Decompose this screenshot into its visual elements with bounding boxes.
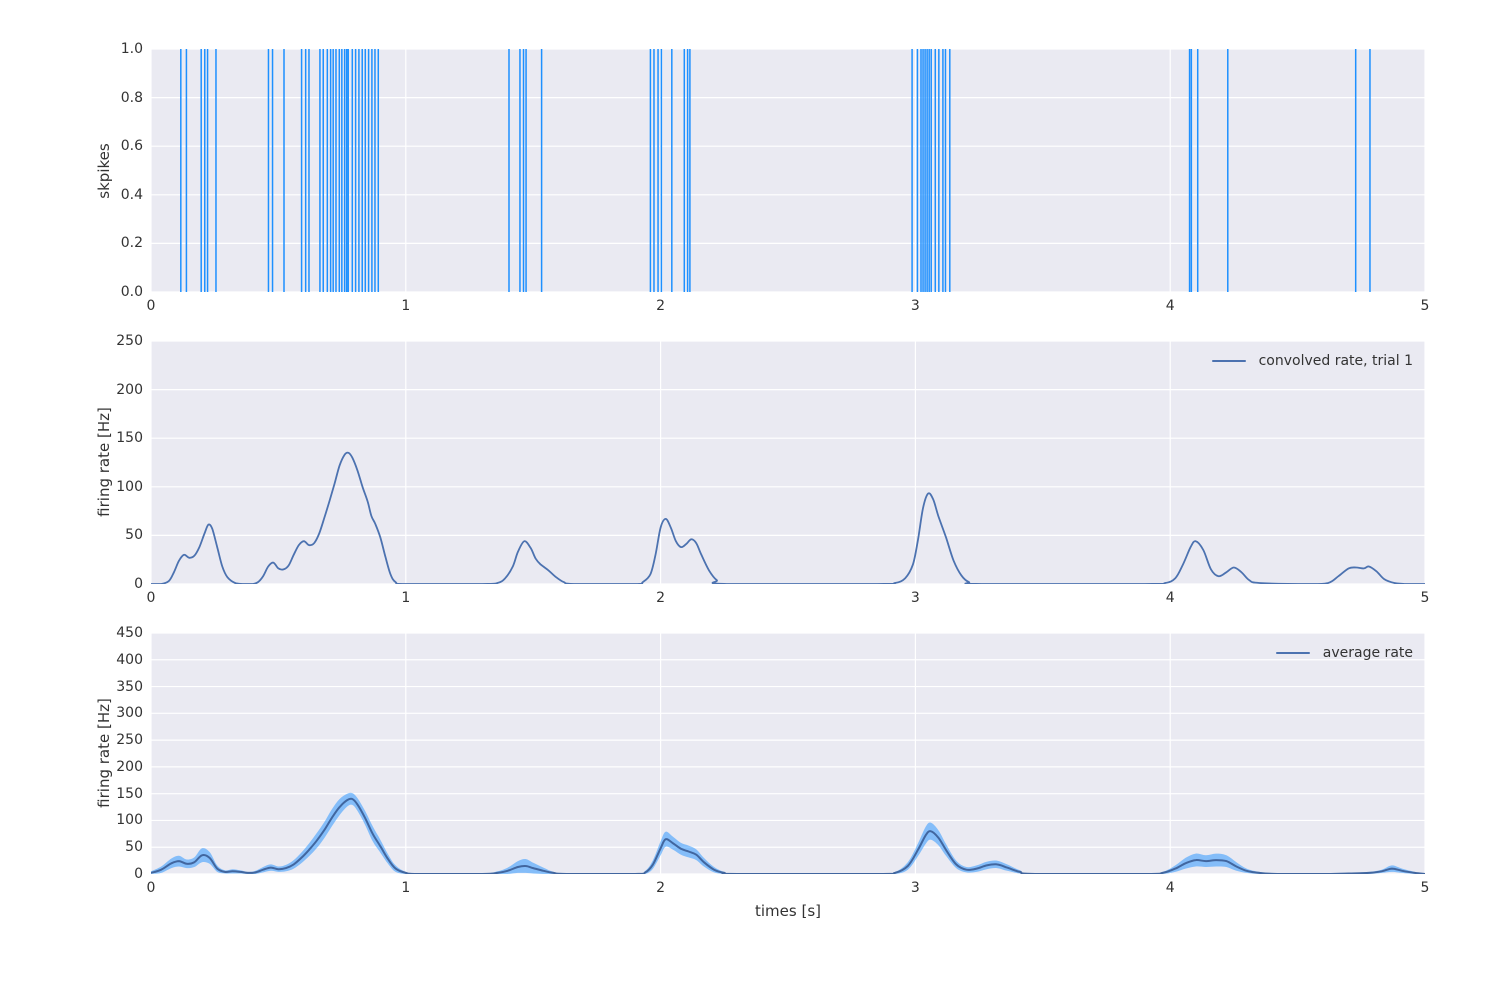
- y-tick-label: 100: [116, 478, 143, 495]
- convolved-rate-canvas: [151, 341, 1425, 584]
- x-tick-label: 3: [910, 590, 920, 606]
- ylabel-firing-rate-bottom: firing rate [Hz]: [95, 698, 113, 808]
- y-tick-label: 250: [116, 732, 143, 749]
- y-tick-label: 0.2: [120, 235, 143, 252]
- x-tick-label: 4: [1165, 880, 1175, 896]
- spike-raster-canvas: [151, 49, 1425, 292]
- y-tick-label: 0.4: [120, 186, 143, 203]
- y-tick-label: 350: [116, 678, 143, 695]
- x-tick-label: 4: [1165, 298, 1175, 314]
- y-tick-label: 1.0: [120, 41, 143, 57]
- legend-line-icon: [1211, 359, 1246, 363]
- ylabel-spikes: skpikes: [95, 143, 113, 199]
- x-tick-label: 3: [910, 880, 920, 896]
- average-rate-canvas: [151, 633, 1425, 874]
- x-tick-label: 5: [1420, 590, 1430, 606]
- convolved-rate-plot: [151, 341, 1425, 584]
- x-tick-label: 4: [1165, 590, 1175, 606]
- y-tick-label: 450: [116, 625, 143, 641]
- legend-convolved-rate: convolved rate, trial 1: [1211, 353, 1413, 369]
- y-tick-label: 200: [116, 381, 143, 398]
- x-tick-label: 5: [1420, 880, 1430, 896]
- y-tick-label: 100: [116, 812, 143, 829]
- y-tick-label: 0: [134, 576, 143, 592]
- average-rate-plot: [151, 633, 1425, 874]
- xlabel-times: times [s]: [755, 902, 821, 920]
- y-tick-label: 50: [125, 839, 143, 856]
- legend-average-rate: average rate: [1275, 645, 1413, 661]
- legend-line-icon: [1275, 651, 1310, 655]
- x-tick-label: 2: [656, 590, 666, 606]
- x-tick-label: 3: [910, 298, 920, 314]
- y-tick-label: 0: [134, 866, 143, 882]
- x-tick-label: 5: [1420, 298, 1430, 314]
- x-tick-label: 0: [146, 590, 156, 606]
- y-tick-label: 400: [116, 651, 143, 668]
- y-tick-label: 200: [116, 758, 143, 775]
- y-tick-label: 50: [125, 527, 143, 544]
- y-tick-label: 0.8: [120, 89, 143, 106]
- x-tick-label: 2: [656, 880, 666, 896]
- x-tick-label: 1: [401, 880, 411, 896]
- y-tick-label: 150: [116, 785, 143, 802]
- y-tick-label: 0.6: [120, 138, 143, 155]
- spike-raster-plot: [151, 49, 1425, 292]
- y-tick-label: 0.0: [120, 284, 143, 300]
- legend-label: average rate: [1322, 645, 1413, 661]
- x-tick-label: 1: [401, 298, 411, 314]
- x-tick-label: 0: [146, 880, 156, 896]
- x-tick-label: 0: [146, 298, 156, 314]
- x-tick-label: 2: [656, 298, 666, 314]
- ylabel-firing-rate-middle: firing rate [Hz]: [95, 407, 113, 517]
- y-tick-label: 300: [116, 705, 143, 722]
- y-tick-label: 150: [116, 430, 143, 447]
- legend-label: convolved rate, trial 1: [1258, 353, 1413, 369]
- x-tick-label: 1: [401, 590, 411, 606]
- y-tick-label: 250: [116, 333, 143, 349]
